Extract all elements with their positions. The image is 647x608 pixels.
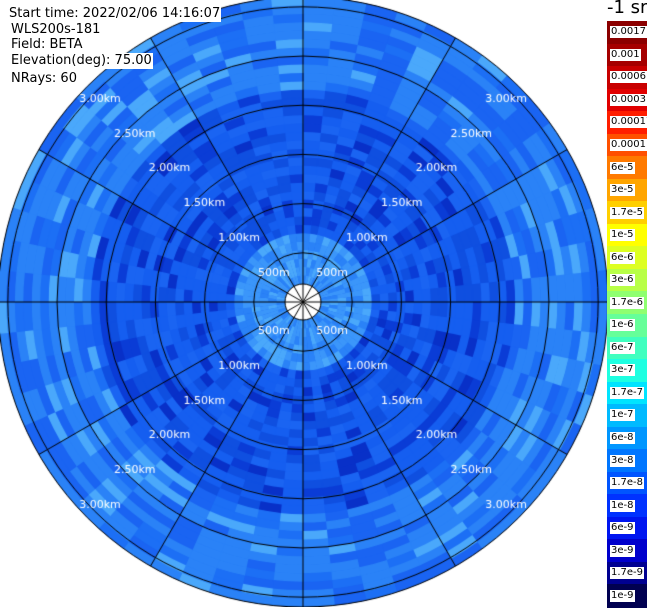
colorbar-tick-label: 1e-5 [610,229,635,242]
colorbar-tick-label: 0.0017 [610,26,647,39]
colorbar-tick-label: 1.7e-7 [610,386,645,399]
field-label: Field: BETA [10,37,84,53]
colorbar-tick-label: 1.7e-5 [610,206,645,219]
colorbar-tick-label: 6e-7 [610,341,635,354]
colorbar-tick-label: 1.7e-8 [610,477,645,490]
colorbar-tick-label: 0.00017 [610,116,647,129]
colorbar-unit-label: -1 sr [607,0,647,18]
elevation-label: Elevation(deg): 75.00 [10,53,153,69]
colorbar-tick-label: 3e-6 [610,274,635,287]
colorbar-tick-label: 1e-9 [610,589,635,602]
colorbar-tick-label: 1.7e-9 [610,567,645,580]
colorbar-tick-label: 6e-9 [610,522,635,535]
colorbar-tick-label: 3e-8 [610,454,635,467]
colorbar-tick-label: 1e-8 [610,499,635,512]
colorbar-tick-label: 6e-5 [610,161,635,174]
colorbar-tick-label: 1.7e-6 [610,296,645,309]
colorbar-tick-label: 3e-5 [610,184,635,197]
colorbar-tick-label: 6e-8 [610,431,635,444]
colorbar-tick-label: 1e-7 [610,409,635,422]
colorbar-tick-label: 6e-6 [610,251,635,264]
nrays-label: NRays: 60 [10,71,78,87]
colorbar-tick-label: 0.0006 [610,71,647,84]
instrument-label: WLS200s-181 [10,22,102,38]
colorbar: 0.0017 0.001 0.0006 0.0003 0.00017 0.0001 6e-5… [607,21,647,608]
colorbar-tick-label: 3e-9 [610,544,635,557]
colorbar-tick-label: 3e-7 [610,364,635,377]
colorbar-tick-label: 1e-6 [610,319,635,332]
colorbar-tick-label: 0.001 [610,48,641,61]
colorbar-tick-label: 0.0003 [610,93,647,106]
start-time-label: Start time: 2022/02/06 14:16:07 [8,6,222,22]
colorbar-tick-label: 0.0001 [610,138,647,151]
